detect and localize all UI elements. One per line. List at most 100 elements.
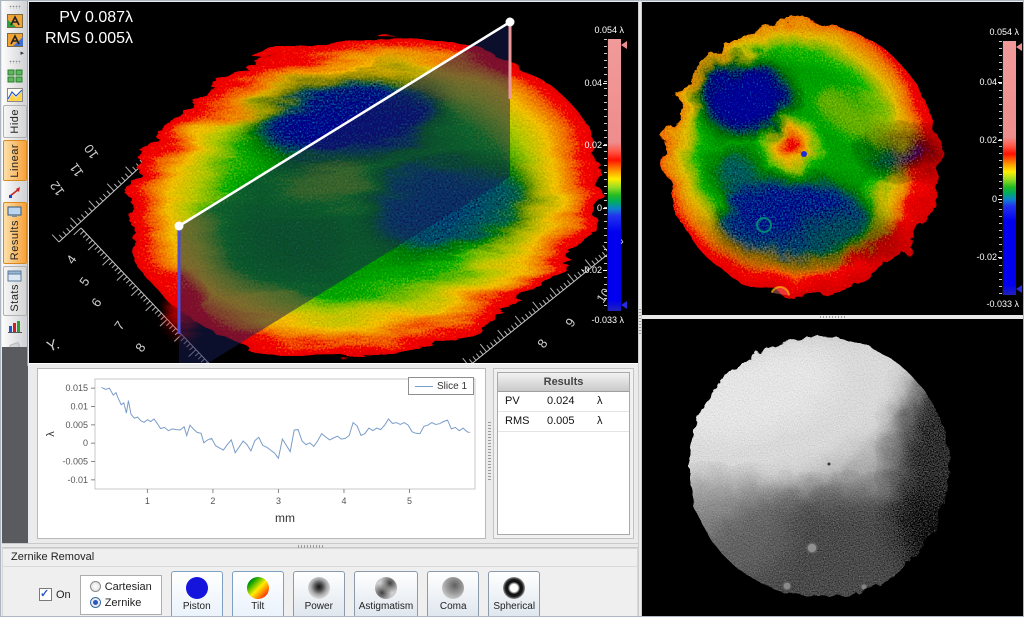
defect-dot — [782, 581, 792, 591]
piston-label: Piston — [182, 601, 211, 612]
colorbar-minor-ticks — [604, 39, 607, 311]
on-checkbox[interactable] — [39, 587, 52, 601]
spherical-button[interactable]: Spherical — [488, 571, 541, 616]
colorbar-max-marker[interactable] — [1016, 43, 1022, 51]
analysis-area: 0.015 0.01 0.005 0 -0.005 -0.01 1 2 3 4 5 λ mm Slice… — [29, 363, 638, 544]
phase-map-2d-view[interactable]: 0.054 λ -0.033 λ 0.04 0.02 0 -0.02 — [642, 2, 1023, 315]
power-button[interactable]: Power — [292, 571, 345, 616]
profile-chart-icon — [6, 87, 23, 102]
astigmatism-button[interactable]: Astigmatism — [353, 571, 419, 616]
radio-cartesian[interactable]: Cartesian — [89, 580, 152, 593]
colorbar-max-marker[interactable] — [621, 41, 627, 49]
radio-cartesian-label: Cartesian — [104, 580, 152, 593]
splitter-grip[interactable] — [298, 545, 324, 548]
svg-text:λ: λ — [45, 431, 57, 437]
slice-vector-icon — [8, 186, 20, 198]
slice-handle-end[interactable] — [505, 17, 515, 27]
radio-button-icon[interactable] — [89, 581, 101, 592]
vertical-splitter[interactable] — [638, 1, 642, 616]
tile-views-button[interactable] — [4, 66, 26, 85]
radio-button-icon[interactable] — [89, 597, 101, 608]
surface-map-button[interactable] — [4, 11, 26, 30]
table-row: RMS 0.005 λ — [498, 412, 629, 432]
svg-text:7: 7 — [111, 318, 127, 333]
colorbar-max-label: 0.054 λ — [989, 27, 1019, 37]
svg-text:3: 3 — [276, 496, 281, 506]
colorbar-3d: 0.054 λ -0.033 λ 0.04 0.02 0 -0.02 — [581, 25, 627, 325]
horizontal-splitter[interactable] — [2, 543, 638, 548]
surface-3d-view[interactable]: 121110456788910Y. PV 0.087λ — [29, 2, 638, 363]
rms-readout: RMS 0.005λ — [45, 29, 134, 47]
legend-line-sample — [414, 385, 433, 387]
radio-zernike-label: Zernike — [104, 596, 142, 609]
bar-chart-button[interactable] — [4, 317, 26, 336]
sidebar-tab-linear[interactable]: Linear — [2, 139, 27, 182]
groupbox-divider — [3, 566, 637, 567]
spherical-icon — [503, 577, 526, 599]
svg-text:6: 6 — [88, 295, 104, 310]
sidebar-tab-hide[interactable]: Hide — [2, 105, 27, 138]
sidebar-tab-results-label: Results — [8, 220, 21, 261]
svg-text:12: 12 — [47, 178, 68, 198]
coordinate-mode-group: Cartesian Zernike — [79, 574, 162, 615]
result-unit: λ — [597, 415, 603, 427]
toolbar-grip[interactable] — [8, 5, 21, 9]
zernike-panel-title: Zernike Removal — [11, 551, 95, 563]
toolbar-expand-button[interactable] — [2, 49, 27, 58]
power-label: Power — [304, 601, 333, 612]
slice-profile-panel: 0.015 0.01 0.005 0 -0.005 -0.01 1 2 3 4 5 λ mm Slice… — [37, 368, 486, 539]
phase-map-blob — [665, 22, 939, 296]
intensity-image — [689, 337, 949, 597]
piston-button[interactable]: Piston — [170, 571, 223, 616]
spherical-label: Spherical — [493, 601, 536, 612]
radio-zernike[interactable]: Zernike — [89, 596, 152, 609]
colorbar-tick-label: 0.02 — [584, 140, 607, 150]
panel-splitter-grip[interactable] — [488, 422, 491, 482]
coma-label: Coma — [439, 601, 467, 612]
splitter-grip[interactable] — [820, 316, 846, 318]
intensity-image-view[interactable] — [642, 319, 1023, 616]
svg-text:Y.: Y. — [45, 336, 62, 356]
slice-line[interactable] — [178, 20, 511, 228]
svg-text:1: 1 — [145, 496, 150, 506]
zernike-controls-row: On Cartesian Zernike Piston Tilt — [39, 571, 631, 616]
svg-text:8: 8 — [132, 340, 148, 355]
zernike-on-toggle[interactable]: On — [39, 587, 71, 601]
colorbar-min-marker[interactable] — [1016, 285, 1022, 293]
svg-text:5: 5 — [407, 496, 412, 506]
tilt-button[interactable]: Tilt — [231, 571, 284, 616]
defect-ring — [756, 217, 772, 233]
colorbar-max-label: 0.054 λ — [594, 25, 624, 35]
tile-views-icon — [7, 69, 22, 82]
svg-text:10: 10 — [81, 141, 102, 161]
svg-text:0.005: 0.005 — [65, 420, 88, 430]
toolbar-grip[interactable] — [8, 60, 21, 64]
coma-button[interactable]: Coma — [427, 571, 480, 616]
sidebar-tab-results[interactable]: Results — [2, 202, 27, 265]
colorbar-2d: 0.054 λ -0.033 λ 0.04 0.02 0 -0.02 — [976, 27, 1022, 309]
splitter-grip[interactable] — [639, 309, 641, 335]
pv-readout: PV 0.087λ — [59, 9, 134, 26]
defect-dot — [806, 542, 818, 554]
phase-map-button[interactable] — [4, 30, 26, 49]
surface-stats-overlay: PV 0.087λ RMS 0.005λ — [45, 8, 133, 50]
svg-text:-0.005: -0.005 — [62, 457, 88, 467]
slice-vector-button[interactable] — [4, 182, 26, 201]
profile-chart-button[interactable] — [4, 85, 26, 104]
horizontal-splitter-right[interactable] — [642, 315, 1023, 319]
sidebar-tab-stats-label: Stats — [8, 284, 21, 312]
slice-plane — [179, 22, 510, 363]
slice-profile-chart: 0.015 0.01 0.005 0 -0.005 -0.01 1 2 3 4 5 λ mm — [45, 378, 476, 525]
phase-map-2d — [665, 22, 939, 296]
svg-text:2: 2 — [210, 496, 215, 506]
colorbar-minor-ticks — [999, 41, 1002, 295]
zernike-removal-panel: Zernike Removal On Cartesian Zernike Pis… — [2, 548, 638, 616]
colorbar-min-marker[interactable] — [621, 301, 627, 309]
result-name: PV — [505, 395, 520, 407]
sidebar-tab-stats[interactable]: Stats — [2, 266, 27, 316]
sidebar-filler — [2, 347, 27, 547]
slice-handle-start[interactable] — [174, 221, 184, 231]
colorbar-tick-label: 0 — [597, 203, 607, 213]
svg-text:4: 4 — [63, 252, 79, 267]
